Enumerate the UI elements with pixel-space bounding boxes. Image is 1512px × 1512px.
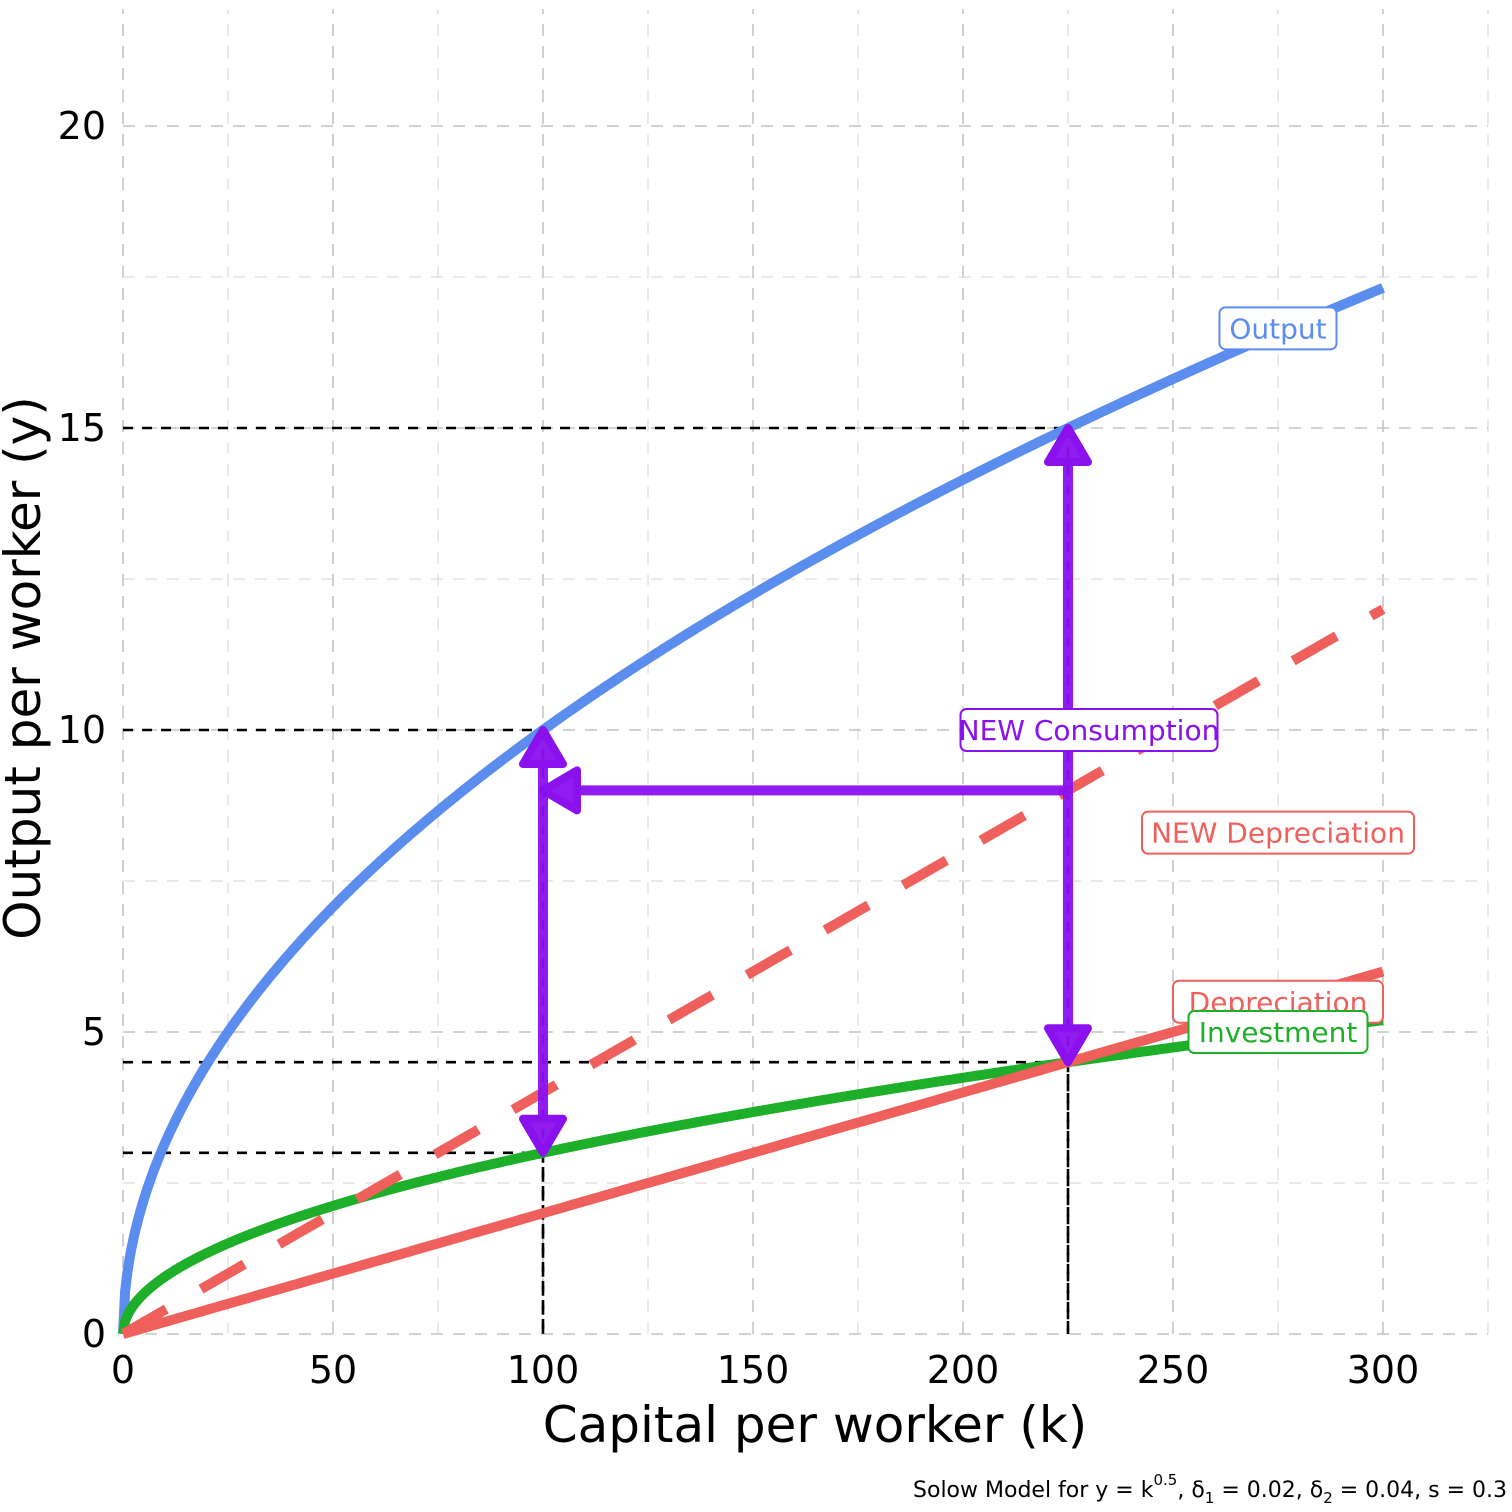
x-tick-label: 300 bbox=[1347, 1348, 1420, 1392]
label-new-consumption-box bbox=[959, 708, 1219, 752]
x-tick-label: 0 bbox=[111, 1348, 135, 1392]
y-tick-label: 5 bbox=[82, 1010, 106, 1054]
label-new-depreciation-text: NEW Depreciation bbox=[1151, 817, 1405, 850]
arrow-head bbox=[539, 766, 581, 815]
x-tick-label: 250 bbox=[1137, 1348, 1210, 1392]
label-new-depreciation: NEW Depreciation bbox=[1141, 810, 1415, 855]
label-new-depreciation-box bbox=[1141, 810, 1415, 855]
label-output-box bbox=[1218, 306, 1338, 351]
output-curve bbox=[118, 283, 1386, 1335]
x-tick-label: 50 bbox=[309, 1348, 357, 1392]
x-tick-label: 100 bbox=[507, 1348, 580, 1392]
y-tick-label: 20 bbox=[58, 104, 106, 148]
label-investment-box bbox=[1187, 1010, 1369, 1054]
arrow-head bbox=[519, 1114, 567, 1157]
y-axis-title: Output per worker (y) bbox=[0, 396, 52, 940]
x-tick-label: 150 bbox=[717, 1348, 790, 1392]
x-tick-label: 200 bbox=[927, 1348, 1000, 1392]
arrow-head bbox=[1044, 1024, 1092, 1067]
label-investment-text: Investment bbox=[1199, 1016, 1358, 1049]
x-axis-title: Capital per worker (k) bbox=[543, 1396, 1088, 1454]
grid bbox=[122, 9, 1489, 1335]
axis-ticks: 0 50 100 150 200 250 300 0 5 10 15 20 bbox=[58, 104, 1420, 1392]
label-new-consumption: NEW Consumption bbox=[959, 708, 1220, 752]
label-investment: Investment bbox=[1187, 1010, 1369, 1054]
label-new-consumption-text: NEW Consumption bbox=[959, 714, 1220, 747]
investment-curve bbox=[118, 1015, 1386, 1335]
y-tick-label: 15 bbox=[58, 406, 106, 450]
label-output-text: Output bbox=[1229, 312, 1326, 345]
arrow-head bbox=[519, 726, 567, 768]
arrow-head bbox=[1044, 424, 1092, 466]
depreciation-line bbox=[120, 966, 1386, 1339]
y-tick-label: 10 bbox=[58, 708, 106, 752]
consumption-arrows bbox=[519, 424, 1092, 1157]
y-tick-label: 0 bbox=[82, 1312, 106, 1356]
label-output: Output bbox=[1218, 306, 1338, 351]
caption: Solow Model for y = k0.5, δ1 = 0.02, δ2 … bbox=[913, 1471, 1507, 1507]
